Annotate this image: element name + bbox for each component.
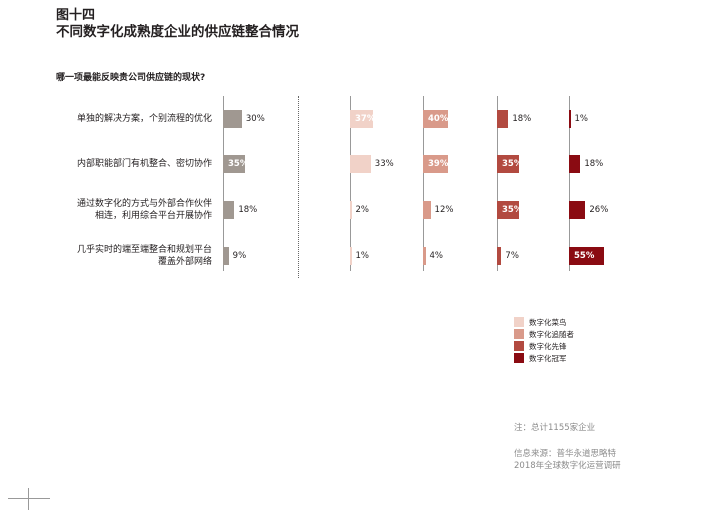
legend-label: 数字化先锋 — [529, 341, 567, 351]
legend-label: 数字化冠军 — [529, 353, 567, 363]
divider-line — [298, 96, 299, 278]
bar — [223, 110, 242, 128]
group-axis-line — [223, 96, 224, 271]
bar — [350, 110, 374, 128]
bar — [350, 201, 352, 219]
data-label: 26% — [589, 204, 609, 215]
legend-swatch — [514, 329, 524, 339]
data-label: 1% — [355, 250, 370, 261]
bar — [423, 110, 449, 128]
data-label: 40% — [428, 113, 449, 124]
data-label: 33% — [374, 158, 394, 169]
data-label: 18% — [512, 113, 532, 124]
bar — [223, 201, 235, 219]
crop-mark — [28, 488, 29, 510]
data-label: 39% — [428, 158, 449, 169]
data-label: 4% — [429, 250, 444, 261]
legend-item: 数字化先锋 — [514, 340, 574, 352]
bar — [423, 201, 431, 219]
legend-item: 数字化追随者 — [514, 328, 574, 340]
bar — [350, 247, 352, 265]
category-label-line: 几乎实时的端至端整合和规划平台 — [76, 245, 212, 255]
source-line: 信息来源：普华永道思略特 — [514, 449, 617, 459]
legend: 数字化菜鸟 数字化追随者 数字化先锋 数字化冠军 — [514, 316, 574, 364]
legend-item: 数字化冠军 — [514, 352, 574, 364]
legend-swatch — [514, 341, 524, 351]
legend-label: 数字化菜鸟 — [529, 317, 567, 327]
bar — [569, 155, 581, 173]
group-axis-line — [497, 96, 498, 271]
data-label: 1% — [574, 113, 589, 124]
bar — [497, 155, 520, 173]
data-label: 37% — [355, 113, 376, 124]
sample-note: 注：总计1155家企业 — [514, 423, 596, 433]
survey-question: 哪一项最能反映贵公司供应链的现状? — [56, 73, 206, 83]
data-label: 55% — [574, 250, 595, 261]
data-label: 35% — [502, 204, 523, 215]
data-label: 12% — [434, 204, 454, 215]
category-label-line: 内部职能部门有机整合、密切协作 — [76, 159, 212, 169]
group-axis-line — [350, 96, 351, 271]
category-label: 内部职能部门有机整合、密切协作 — [40, 158, 212, 170]
category-label-line: 单独的解决方案，个别流程的优化 — [76, 114, 212, 124]
bar — [569, 247, 604, 265]
data-label: 18% — [238, 204, 258, 215]
data-label: 18% — [584, 158, 604, 169]
source-line: 2018年全球数字化运营调研 — [514, 461, 621, 471]
data-label: 35% — [502, 158, 523, 169]
group-axis-line — [423, 96, 424, 271]
bar — [497, 201, 520, 219]
data-label: 30% — [245, 113, 265, 124]
category-label: 单独的解决方案，个别流程的优化 — [40, 113, 212, 125]
chart-title: 不同数字化成熟度企业的供应链整合情况 — [56, 24, 299, 40]
bar — [569, 110, 571, 128]
group-axis-line — [569, 96, 570, 271]
bar — [497, 247, 502, 265]
bar — [223, 247, 229, 265]
bar — [350, 155, 371, 173]
data-label: 9% — [232, 250, 247, 261]
data-label: 2% — [355, 204, 370, 215]
data-label: 35% — [228, 158, 249, 169]
category-label: 几乎实时的端至端整合和规划平台覆盖外部网络 — [40, 244, 212, 268]
legend-item: 数字化菜鸟 — [514, 316, 574, 328]
category-label: 通过数字化的方式与外部合作伙伴相连，利用综合平台开展协作 — [40, 198, 212, 222]
category-label-line: 覆盖外部网络 — [157, 257, 212, 267]
bar — [497, 110, 509, 128]
bar — [223, 155, 246, 173]
bar — [569, 201, 586, 219]
legend-label: 数字化追随者 — [529, 329, 574, 339]
bar — [423, 155, 448, 173]
bar — [423, 247, 426, 265]
category-label-line: 相连，利用综合平台开展协作 — [94, 211, 212, 221]
legend-swatch — [514, 353, 524, 363]
legend-swatch — [514, 317, 524, 327]
figure-label: 图十四 — [56, 8, 96, 23]
category-label-line: 通过数字化的方式与外部合作伙伴 — [76, 199, 212, 209]
data-label: 7% — [505, 250, 519, 261]
source-note: 信息来源：普华永道思略特 2018年全球数字化运营调研 — [514, 448, 621, 472]
crop-mark — [8, 498, 50, 499]
